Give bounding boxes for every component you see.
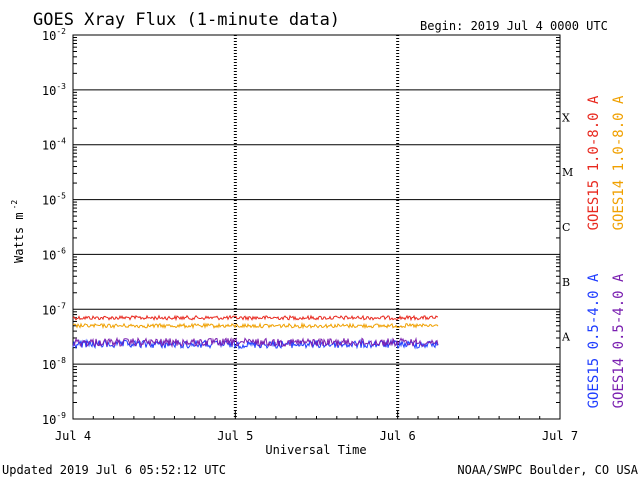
x-axis-label: Universal Time [265, 443, 366, 457]
y-tick-label: 10-6 [42, 246, 66, 262]
series-line-0 [72, 314, 439, 322]
legend-entry-2: GOES15 0.5-4.0 A [586, 273, 602, 408]
y-axis-ticks: 10-2 10-3 10-4 10-5 10-6 10-7 10-8 10-9 [42, 27, 560, 427]
plot-frame [72, 34, 561, 420]
flare-class-b: B [562, 276, 570, 289]
x-tick-label: Jul 4 [55, 429, 91, 443]
chart-title: GOES Xray Flux (1-minute data) [33, 10, 340, 30]
begin-time: Begin: 2019 Jul 4 0000 UTC [420, 19, 608, 33]
y-tick-label: 10-8 [42, 356, 66, 372]
flare-class-m: M [562, 166, 573, 179]
x-tick-label: Jul 6 [380, 429, 416, 443]
legend-entry-3: GOES14 0.5-4.0 A [611, 273, 627, 408]
flare-class-labels: X M C B A [561, 111, 573, 343]
y-tick-label: 10-7 [42, 301, 66, 317]
flare-class-a: A [561, 331, 571, 344]
legend: GOES15 1.0-8.0 A GOES14 1.0-8.0 A GOES15 0… [586, 95, 627, 408]
series-line-1 [72, 321, 439, 330]
day-separators [233, 35, 400, 419]
y-tick-label: 10-9 [42, 411, 66, 427]
y-axis-label: Watts m-2 [10, 200, 26, 263]
series-lines [72, 314, 439, 350]
flare-class-x: X [562, 111, 570, 124]
x-tick-label: Jul 7 [542, 429, 578, 443]
flare-class-c: C [562, 221, 570, 234]
credit-text: NOAA/SWPC Boulder, CO USA [457, 463, 638, 477]
x-tick-label: Jul 5 [217, 429, 253, 443]
legend-entry-0: GOES15 1.0-8.0 A [586, 95, 602, 230]
grid-lines [73, 89, 560, 365]
legend-entry-1: GOES14 1.0-8.0 A [611, 95, 627, 230]
series-line-3 [72, 336, 439, 349]
y-tick-label: 10-3 [42, 82, 66, 98]
x-axis-ticks: Jul 4 Jul 5 Jul 6 Jul 7 [55, 411, 578, 443]
y-tick-label: 10-4 [42, 137, 66, 153]
y-tick-label: 10-5 [42, 192, 66, 208]
y-tick-label: 10-2 [42, 27, 66, 43]
updated-timestamp: Updated 2019 Jul 6 05:52:12 UTC [2, 463, 226, 477]
